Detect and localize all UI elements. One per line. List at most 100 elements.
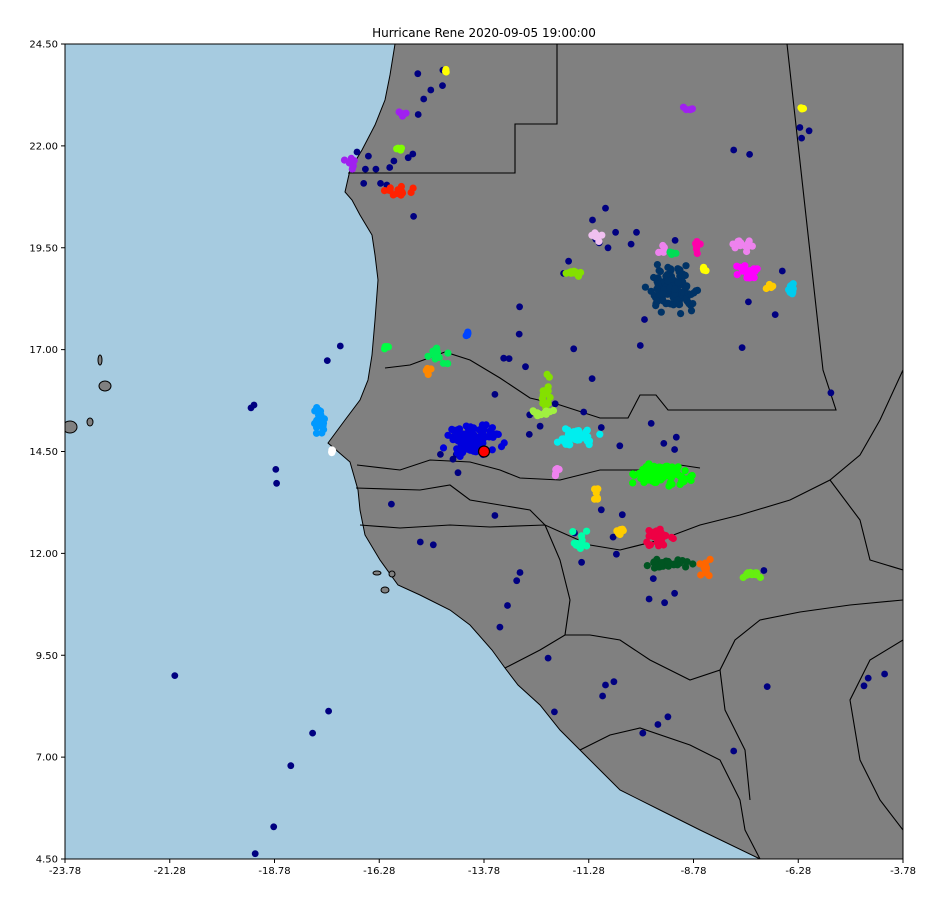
scatter-point [323, 357, 331, 364]
x-tick-label: -16.28 [363, 866, 395, 877]
cluster-point [654, 297, 662, 305]
scatter-point [647, 420, 655, 427]
y-tick-label: 14.50 [29, 447, 58, 458]
cluster-point [569, 528, 577, 536]
cluster-point [668, 275, 676, 283]
cluster-point [689, 300, 697, 308]
cluster-point [389, 191, 397, 199]
scatter-point [660, 440, 668, 447]
scatter-point [796, 124, 804, 131]
scatter-point [516, 303, 523, 311]
offshore-islands [65, 354, 396, 594]
cluster-point [472, 442, 480, 450]
scatter-point [639, 729, 647, 737]
cluster-point [751, 267, 759, 276]
cluster-point [596, 430, 604, 438]
scatter-point [287, 762, 295, 770]
scatter-point [805, 127, 813, 135]
scatter-point [645, 595, 653, 603]
cluster-point [657, 308, 665, 316]
cluster-point [645, 541, 653, 550]
cluster-point [312, 429, 321, 437]
scatter-point [410, 213, 417, 220]
cluster-point [439, 359, 447, 367]
x-tick-label: -11.28 [573, 866, 605, 877]
cluster-point [674, 278, 683, 286]
scatter-point [746, 151, 753, 158]
cluster-point [542, 390, 551, 398]
y-tick-label: 22.00 [29, 141, 58, 152]
cluster-point [459, 449, 467, 457]
cluster-point [664, 263, 672, 271]
cluster-point [656, 465, 664, 473]
cluster-points [311, 65, 808, 582]
cluster-point [671, 285, 679, 293]
scatter-point [429, 541, 437, 549]
y-tick-label: 24.50 [29, 40, 58, 51]
cluster-point [553, 438, 562, 446]
scatter-point [627, 240, 635, 248]
cluster-point [591, 485, 599, 493]
scatter-point [570, 345, 578, 353]
cluster-point [542, 410, 550, 418]
x-tick-label: -3.78 [890, 866, 916, 877]
y-tick-label: 4.50 [36, 855, 58, 866]
scatter-point [860, 682, 868, 690]
scatter-point [580, 408, 588, 416]
cluster-point [578, 536, 586, 544]
scatter-point [251, 850, 259, 858]
cluster-point [571, 435, 579, 443]
cluster-point [347, 158, 355, 166]
y-tick-label: 19.50 [29, 243, 58, 254]
scatter-point [416, 538, 424, 546]
cluster-point [616, 526, 625, 534]
cluster-point [320, 425, 328, 434]
scatter-point [353, 148, 361, 156]
cluster-point [439, 444, 448, 452]
cluster-point [492, 430, 501, 438]
cluster-point [577, 268, 585, 277]
scatter-point [536, 422, 544, 430]
scatter-point [516, 569, 524, 576]
cluster-point [689, 560, 697, 568]
scatter-point [612, 228, 619, 236]
scatter-point [578, 558, 585, 566]
cluster-point [687, 290, 695, 298]
cluster-point [653, 261, 662, 269]
x-axis-ticks: -23.78 -21.28 -18.78 -16.28 -13.78 -11.28 -8.7… [49, 859, 916, 877]
x-tick-label: -13.78 [468, 866, 500, 877]
scatter-point [360, 180, 368, 187]
cluster-point [593, 494, 602, 502]
map-title: Hurricane Rene 2020-09-05 19:00:00 [372, 26, 596, 40]
scatter-point [778, 267, 786, 275]
scatter-point [273, 479, 280, 487]
cluster-point [650, 474, 658, 483]
y-tick-label: 12.00 [29, 549, 58, 560]
cluster-point [424, 370, 432, 378]
cluster-point [688, 471, 696, 480]
cluster-point [530, 408, 538, 416]
cluster-point [653, 285, 661, 293]
scatter-point [672, 433, 680, 441]
cluster-point [659, 290, 667, 298]
cluster-point [328, 449, 336, 457]
scatter-point [272, 466, 280, 473]
scatter-point [609, 533, 617, 541]
cluster-point [650, 564, 659, 572]
cluster-point [692, 245, 701, 253]
scatter-point [763, 683, 771, 690]
scatter-point [491, 391, 499, 398]
cluster-point [464, 330, 472, 338]
y-tick-label: 7.00 [36, 753, 58, 764]
cluster-point [668, 250, 676, 258]
cluster-point [641, 283, 650, 291]
scatter-point [633, 228, 640, 236]
cluster-point [737, 263, 745, 271]
scatter-point [437, 451, 444, 458]
cluster-point [683, 283, 691, 291]
y-tick-label: 9.50 [36, 651, 58, 662]
cluster-point [444, 349, 452, 357]
scatter-point [597, 506, 605, 514]
scatter-point [602, 204, 609, 212]
